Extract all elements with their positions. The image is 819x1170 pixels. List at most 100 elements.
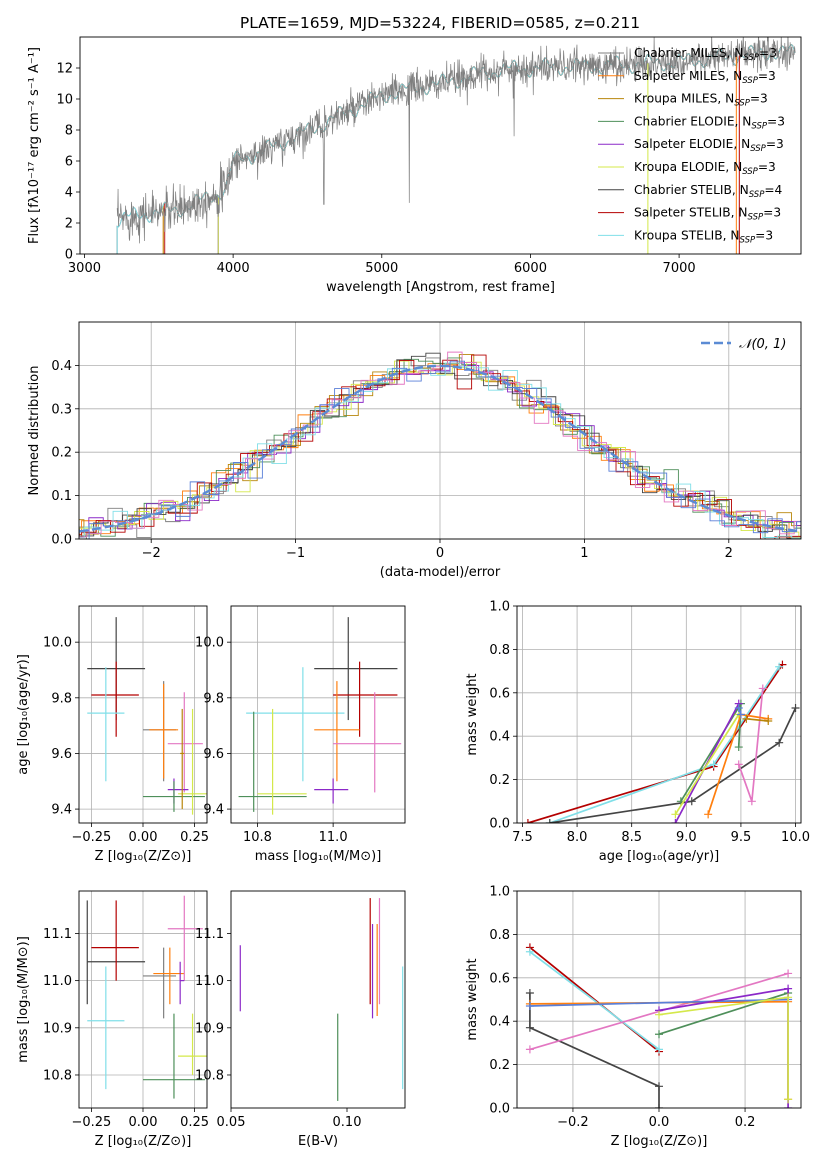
gaussian-curve — [78, 364, 802, 533]
y-tick-label: 10.9 — [43, 1021, 72, 1036]
legend-label: Kroupa ELODIE, NSSP=3 — [634, 160, 776, 177]
x-tick-label: 0.0 — [649, 1115, 670, 1130]
x-tick-label: 0.25 — [180, 1115, 209, 1130]
legend-tail: =3 — [758, 69, 776, 83]
x-tick-label: −0.25 — [71, 830, 111, 845]
y-tick-label: 4 — [65, 186, 73, 201]
x-tick-label: 3000 — [68, 261, 101, 276]
legend-tail: =3 — [755, 228, 773, 242]
series-marker — [734, 743, 743, 752]
y-tick-label: 9.4 — [203, 803, 224, 818]
x-tick-label: 0.05 — [217, 1115, 246, 1130]
y-tick-label: 10.8 — [195, 1068, 224, 1083]
series-line — [529, 992, 660, 1108]
y-axis-label: mass weight — [465, 673, 480, 755]
x-tick-label: 8.0 — [567, 830, 588, 845]
y-tick-label: 0.4 — [489, 1015, 510, 1030]
x-tick-label: 11.0 — [319, 830, 348, 845]
y-tick-label: 0.6 — [489, 971, 510, 986]
legend-tail: =3 — [763, 206, 781, 220]
spectrum-chart: 3000 4000 5000 6000 7000 0 2 4 6 8 10 12 wavelength … — [27, 36, 802, 295]
spectrum-data-line — [116, 37, 796, 244]
axes-frame — [230, 890, 406, 1109]
series-marker — [525, 1002, 534, 1011]
series-marker — [655, 1010, 663, 1019]
series-marker — [655, 1030, 663, 1039]
series-line — [549, 666, 780, 823]
y-tick-label: 0 — [65, 248, 73, 263]
x-axis-label: wavelength [Angstrom, rest frame] — [326, 280, 555, 295]
x-tick-label: 10.8 — [243, 830, 272, 845]
axes-frame — [78, 890, 208, 1109]
y-tick-label: 0.1 — [51, 489, 72, 504]
y-tick-label: 9.4 — [51, 803, 72, 818]
y-tick-label: 6 — [65, 155, 73, 170]
x-tick-label: −1 — [286, 546, 305, 561]
axes-frame — [516, 605, 802, 824]
y-axis-label: Normed distribution — [27, 366, 42, 496]
histogram-step — [79, 354, 801, 535]
y-tick-label: 9.8 — [203, 691, 224, 706]
series-marker — [784, 993, 793, 1002]
mass-weight-vs-Z-chart: −0.2 0.0 0.2 0.0 0.2 0.4 0.6 0.8 1.0 Z [log₁₀(Z/Z… — [465, 885, 802, 1149]
y-tick-label: 0.0 — [489, 1102, 510, 1117]
histogram-step — [79, 354, 801, 539]
y-tick-label: 12 — [56, 62, 73, 77]
mass-vs-Z-chart: −0.25 0.00 0.25 10.8 10.9 11.0 11.1 Z [log₁₀(Z/… — [16, 890, 209, 1149]
legend-subscript: SSP — [751, 121, 767, 131]
x-axis-label: (data-model)/error — [380, 565, 501, 580]
y-tick-label: 10 — [56, 93, 73, 108]
x-axis-label: Z [log₁₀(Z/Z⊙)] — [95, 1134, 192, 1149]
y-tick-label: 0.4 — [489, 730, 510, 745]
series-marker — [655, 1045, 663, 1054]
y-tick-label: 11.1 — [195, 927, 224, 942]
plots-group: 3000 4000 5000 6000 7000024681012wavelength … — [16, 36, 810, 1149]
series-line — [527, 664, 784, 823]
x-tick-label: 0.25 — [180, 830, 209, 845]
x-tick-label: 7.5 — [512, 830, 533, 845]
series-marker — [784, 1095, 793, 1104]
y-tick-label: 0.0 — [489, 817, 510, 832]
x-tick-label: −2 — [142, 546, 161, 561]
y-tick-label: 10.0 — [195, 636, 224, 651]
legend-label: Kroupa MILES, NSSP=3 — [634, 92, 768, 109]
y-tick-label: 9.8 — [51, 691, 72, 706]
legend-subscript: SSP — [749, 190, 765, 200]
legend-tail: =4 — [764, 183, 782, 197]
legend-label: Salpeter ELODIE, NSSP=3 — [634, 137, 784, 154]
legend-tail: =3 — [759, 46, 777, 60]
x-tick-label: 10.0 — [781, 830, 810, 845]
legend-subscript: SSP — [740, 235, 756, 245]
legend-subscript: SSP — [747, 213, 763, 223]
y-tick-label: 1.0 — [489, 885, 510, 900]
series-marker — [734, 703, 743, 712]
series-line — [529, 998, 789, 1007]
x-tick-label: −0.2 — [557, 1115, 589, 1130]
y-tick-label: 0.2 — [489, 1058, 510, 1073]
series-line — [674, 714, 740, 815]
y-tick-label: 0.6 — [489, 686, 510, 701]
axes-frame — [516, 890, 802, 1109]
legend-tail: =3 — [767, 114, 785, 128]
series-marker — [545, 819, 554, 823]
y-tick-label: 0.0 — [51, 533, 72, 548]
series-marker — [784, 969, 793, 978]
y-tick-label: 10.9 — [195, 1021, 224, 1036]
series-line — [658, 996, 789, 1100]
series-marker — [784, 1104, 793, 1108]
series-marker — [523, 819, 532, 823]
legend-subscript: SSP — [734, 99, 750, 109]
axes-frame — [230, 605, 406, 824]
axes-frame — [78, 605, 208, 824]
series-marker — [747, 797, 756, 806]
y-tick-label: 11.0 — [43, 974, 72, 989]
spectrum-legend: Chabrier MILES, NSSP=3 Salpeter MILES, NS… — [598, 46, 785, 245]
y-tick-label: 0.8 — [489, 928, 510, 943]
y-tick-label: 2 — [65, 217, 73, 232]
y-axis-label: Flux [fλ10⁻¹⁷ erg cm⁻² s⁻¹ A⁻¹] — [27, 47, 42, 244]
series-marker — [775, 662, 784, 671]
series-marker — [758, 684, 767, 693]
legend-subscript: SSP — [742, 167, 758, 177]
x-axis-label: E(B-V) — [298, 1134, 338, 1149]
